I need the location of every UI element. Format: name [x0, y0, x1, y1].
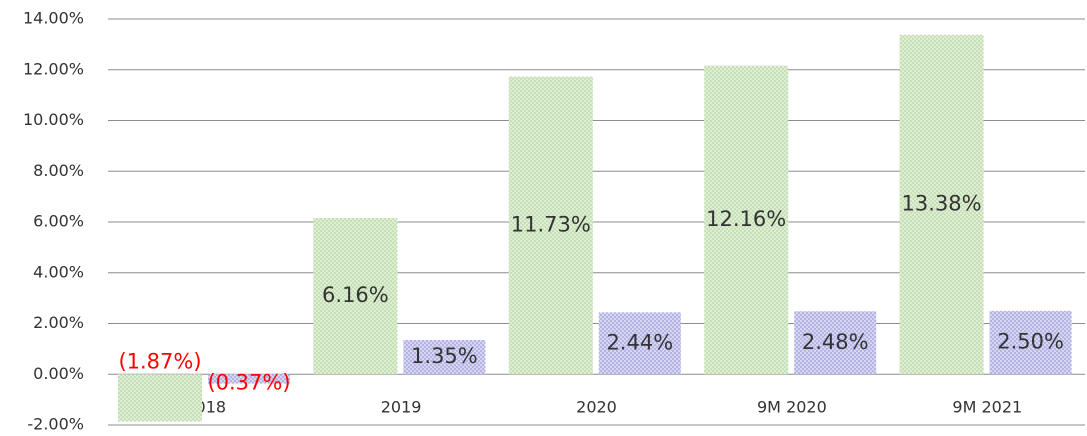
value-label: 13.38% [902, 191, 982, 215]
value-label: (0.37%) [207, 370, 290, 394]
bar [598, 312, 681, 375]
bar [989, 310, 1072, 375]
bar [794, 311, 877, 375]
x-tick-label: 2019 [381, 398, 422, 417]
value-label: 12.16% [706, 207, 786, 231]
y-tick-label: 8.00% [33, 161, 84, 180]
y-tick-label: 6.00% [33, 212, 84, 231]
bar [899, 34, 984, 375]
value-label: 6.16% [322, 283, 389, 307]
y-tick-label: 14.00% [23, 9, 84, 28]
x-tick-label: 2020 [576, 398, 617, 417]
x-tick-label: 9M 2020 [757, 398, 827, 417]
bar [403, 339, 486, 375]
value-label: 2.44% [606, 330, 673, 354]
bar [313, 217, 398, 375]
y-tick-label: 4.00% [33, 262, 84, 281]
value-label: 11.73% [511, 212, 591, 236]
y-tick-label: 10.00% [23, 110, 84, 129]
y-tick-label: 2.00% [33, 313, 84, 332]
x-tick-label: 9M 2021 [952, 398, 1022, 417]
value-label: 2.50% [997, 330, 1064, 354]
y-tick-label: -2.00% [27, 415, 84, 433]
bar [508, 76, 593, 375]
bar [208, 374, 290, 384]
value-label: 2.48% [802, 330, 869, 354]
bar [118, 374, 202, 422]
y-tick-label: 12.00% [23, 59, 84, 78]
y-tick-label: 0.00% [33, 364, 84, 383]
bar [704, 65, 789, 375]
value-label: (1.87%) [118, 349, 201, 373]
value-label: 1.35% [411, 344, 478, 368]
